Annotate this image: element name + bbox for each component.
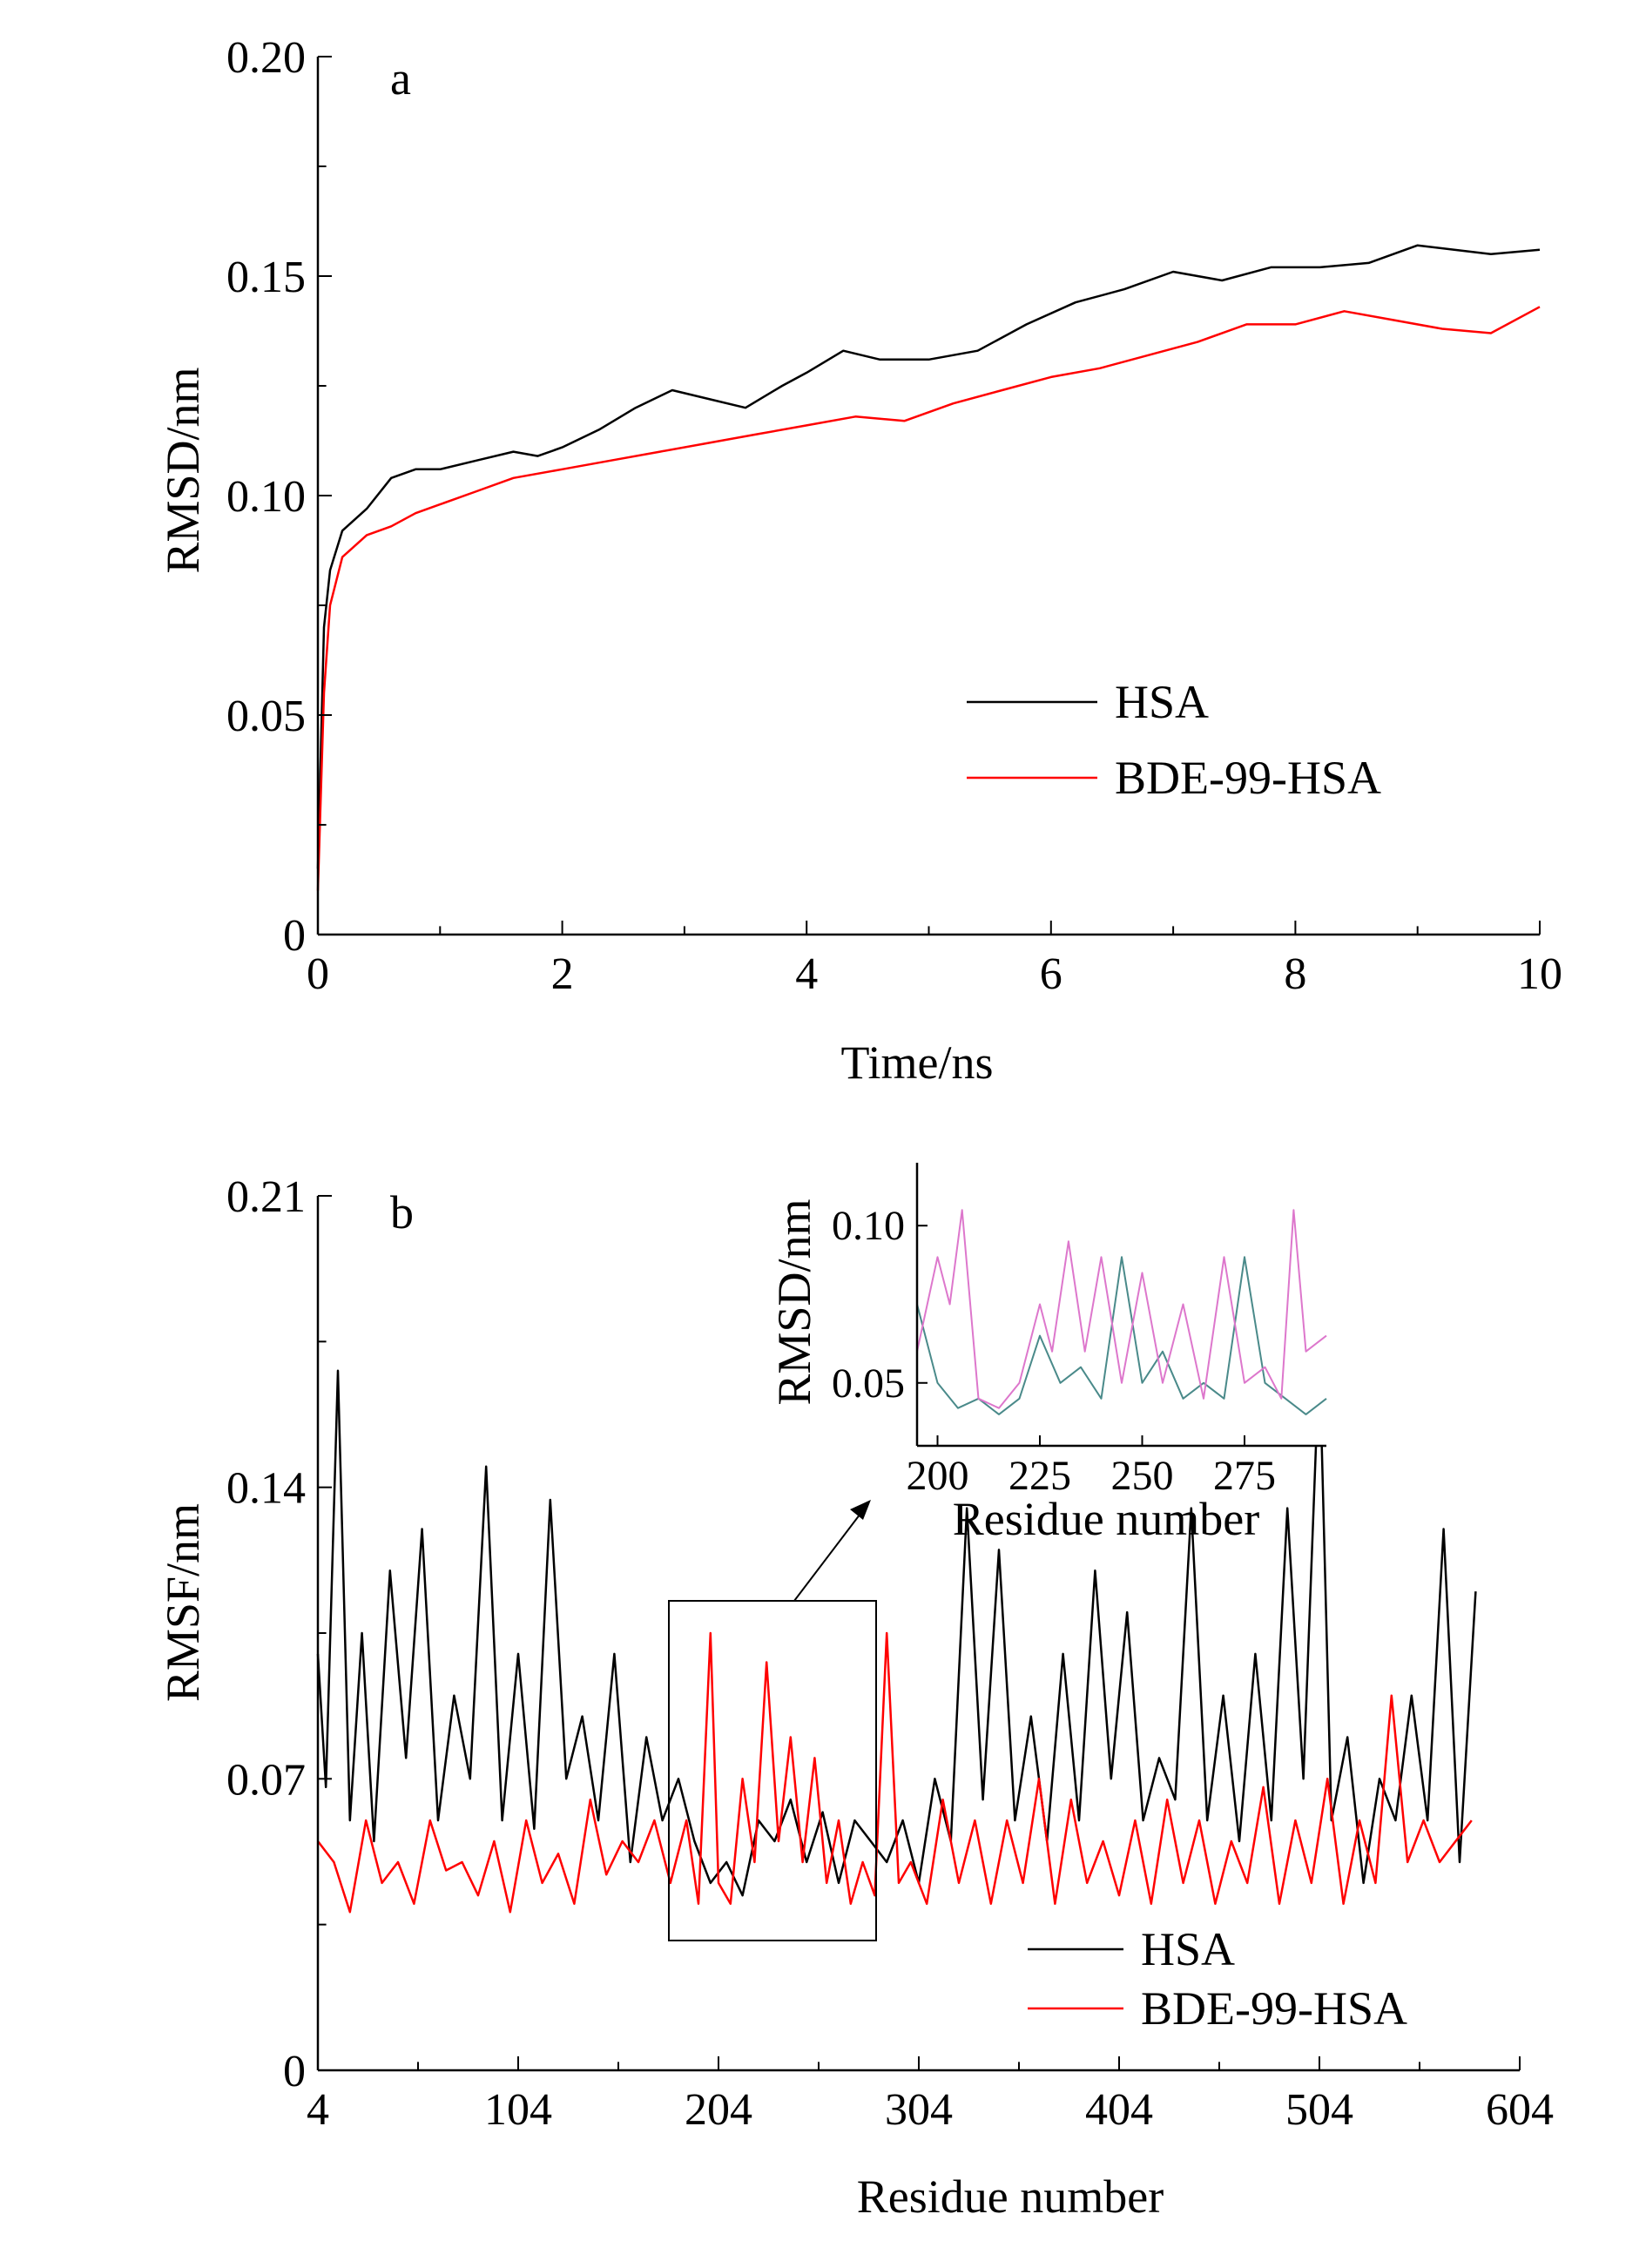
- panel-b-x-tick-label: 504: [1285, 2085, 1353, 2135]
- panel-a-y-tick-label: 0.10: [226, 472, 306, 522]
- legend-label-bde99-hsa: BDE-99-HSA: [1141, 1982, 1407, 2035]
- panel-b-series-hsa: [316, 1353, 1477, 1897]
- panel-b-y-tick-label: 0.14: [226, 1464, 306, 1514]
- panel-a-y-tick-label: 0: [283, 911, 306, 961]
- panel-b-x-tick-label: 4: [307, 2085, 329, 2135]
- panel-a-legend: HSA BDE-99-HSA: [967, 676, 1381, 804]
- panel-b-rmsf-chart: 4 104 204 304 404 504 604 0 0.07 0.14 0.21 b Resid…: [157, 1163, 1554, 2223]
- zoom-arrow-head: [850, 1500, 871, 1520]
- zoom-arrow: [793, 1506, 867, 1602]
- legend-label-bde99-hsa: BDE-99-HSA: [1115, 752, 1381, 804]
- inset-axes: 200 225 250 275 0.05 0.10: [832, 1163, 1326, 1499]
- panel-a-y-tick-label: 0.20: [226, 33, 306, 83]
- zoom-region-box: [668, 1600, 877, 1941]
- panel-a-y-tick-label: 0.05: [226, 692, 306, 741]
- panel-b-x-tick-label: 604: [1486, 2085, 1554, 2135]
- inset-y-axis-title: RMSD/nm: [768, 1198, 820, 1405]
- inset-x-axis-title: Residue number: [953, 1493, 1259, 1545]
- panel-b-x-tick-label: 204: [685, 2085, 752, 2135]
- legend-label-hsa: HSA: [1141, 1923, 1235, 1975]
- inset-y-tick-label: 0.05: [832, 1360, 905, 1407]
- panel-a-x-tick-label: 6: [1040, 949, 1062, 999]
- panel-b-series-bde-99-hsa: [317, 1631, 1473, 1914]
- inset-series-bde-99-hsa: [916, 1209, 1327, 1409]
- inset-y-tick-label: 0.10: [832, 1203, 905, 1249]
- panel-a-x-tick-label: 0: [307, 949, 329, 999]
- panel-a-series-hsa: [316, 244, 1541, 869]
- legend-label-hsa: HSA: [1115, 676, 1209, 728]
- panel-a-y-axis-title: RMSD/nm: [157, 367, 209, 573]
- panel-b-x-tick-label: 404: [1085, 2085, 1153, 2135]
- inset-x-tick-label: 200: [907, 1453, 969, 1499]
- inset-series: [916, 1209, 1327, 1415]
- panel-a-label: a: [390, 52, 411, 105]
- panel-a-series: [316, 244, 1541, 891]
- panel-a-axes: 0 2 4 6 8 10 0 0.05 0.10 0.15 0.20: [226, 33, 1562, 999]
- panel-b-y-tick-label: 0.21: [226, 1172, 306, 1222]
- panel-b-series: [316, 1353, 1477, 1914]
- inset-x-tick-label: 225: [1009, 1453, 1071, 1499]
- inset-x-tick-label: 250: [1111, 1453, 1174, 1499]
- inset-chart: 200 225 250 275 0.05 0.10 Residue number RMSD…: [768, 1163, 1327, 1545]
- panel-b-y-tick-label: 0.07: [226, 1755, 306, 1805]
- panel-b-y-tick-label: 0: [283, 2047, 306, 2096]
- panel-a-rmsd-chart: 0 2 4 6 8 10 0 0.05 0.10 0.15 0.20 a Time/ns RMSD/…: [157, 33, 1562, 1089]
- panel-b-axes: 4 104 204 304 404 504 604 0 0.07 0.14 0.21: [226, 1172, 1554, 2135]
- panel-a-x-tick-label: 8: [1284, 949, 1306, 999]
- panel-b-x-axis-title: Residue number: [857, 2170, 1164, 2223]
- panel-a-x-tick-label: 10: [1517, 949, 1562, 999]
- panel-a-series-bde-99-hsa: [316, 306, 1541, 891]
- panel-a-x-tick-label: 2: [551, 949, 574, 999]
- inset-series-hsa: [916, 1256, 1327, 1415]
- panel-a-x-tick-label: 4: [795, 949, 818, 999]
- inset-x-tick-label: 275: [1213, 1453, 1276, 1499]
- panel-b-label: b: [390, 1186, 414, 1239]
- panel-b-legend: HSA BDE-99-HSA: [1028, 1923, 1407, 2035]
- panel-a-y-tick-label: 0.15: [226, 253, 306, 302]
- panel-b-x-tick-label: 104: [484, 2085, 552, 2135]
- panel-b-x-tick-label: 304: [885, 2085, 953, 2135]
- panel-a-x-axis-title: Time/ns: [840, 1036, 993, 1089]
- inset-background: [917, 1163, 1326, 1446]
- panel-b-y-axis-title: RMSF/nm: [157, 1503, 209, 1702]
